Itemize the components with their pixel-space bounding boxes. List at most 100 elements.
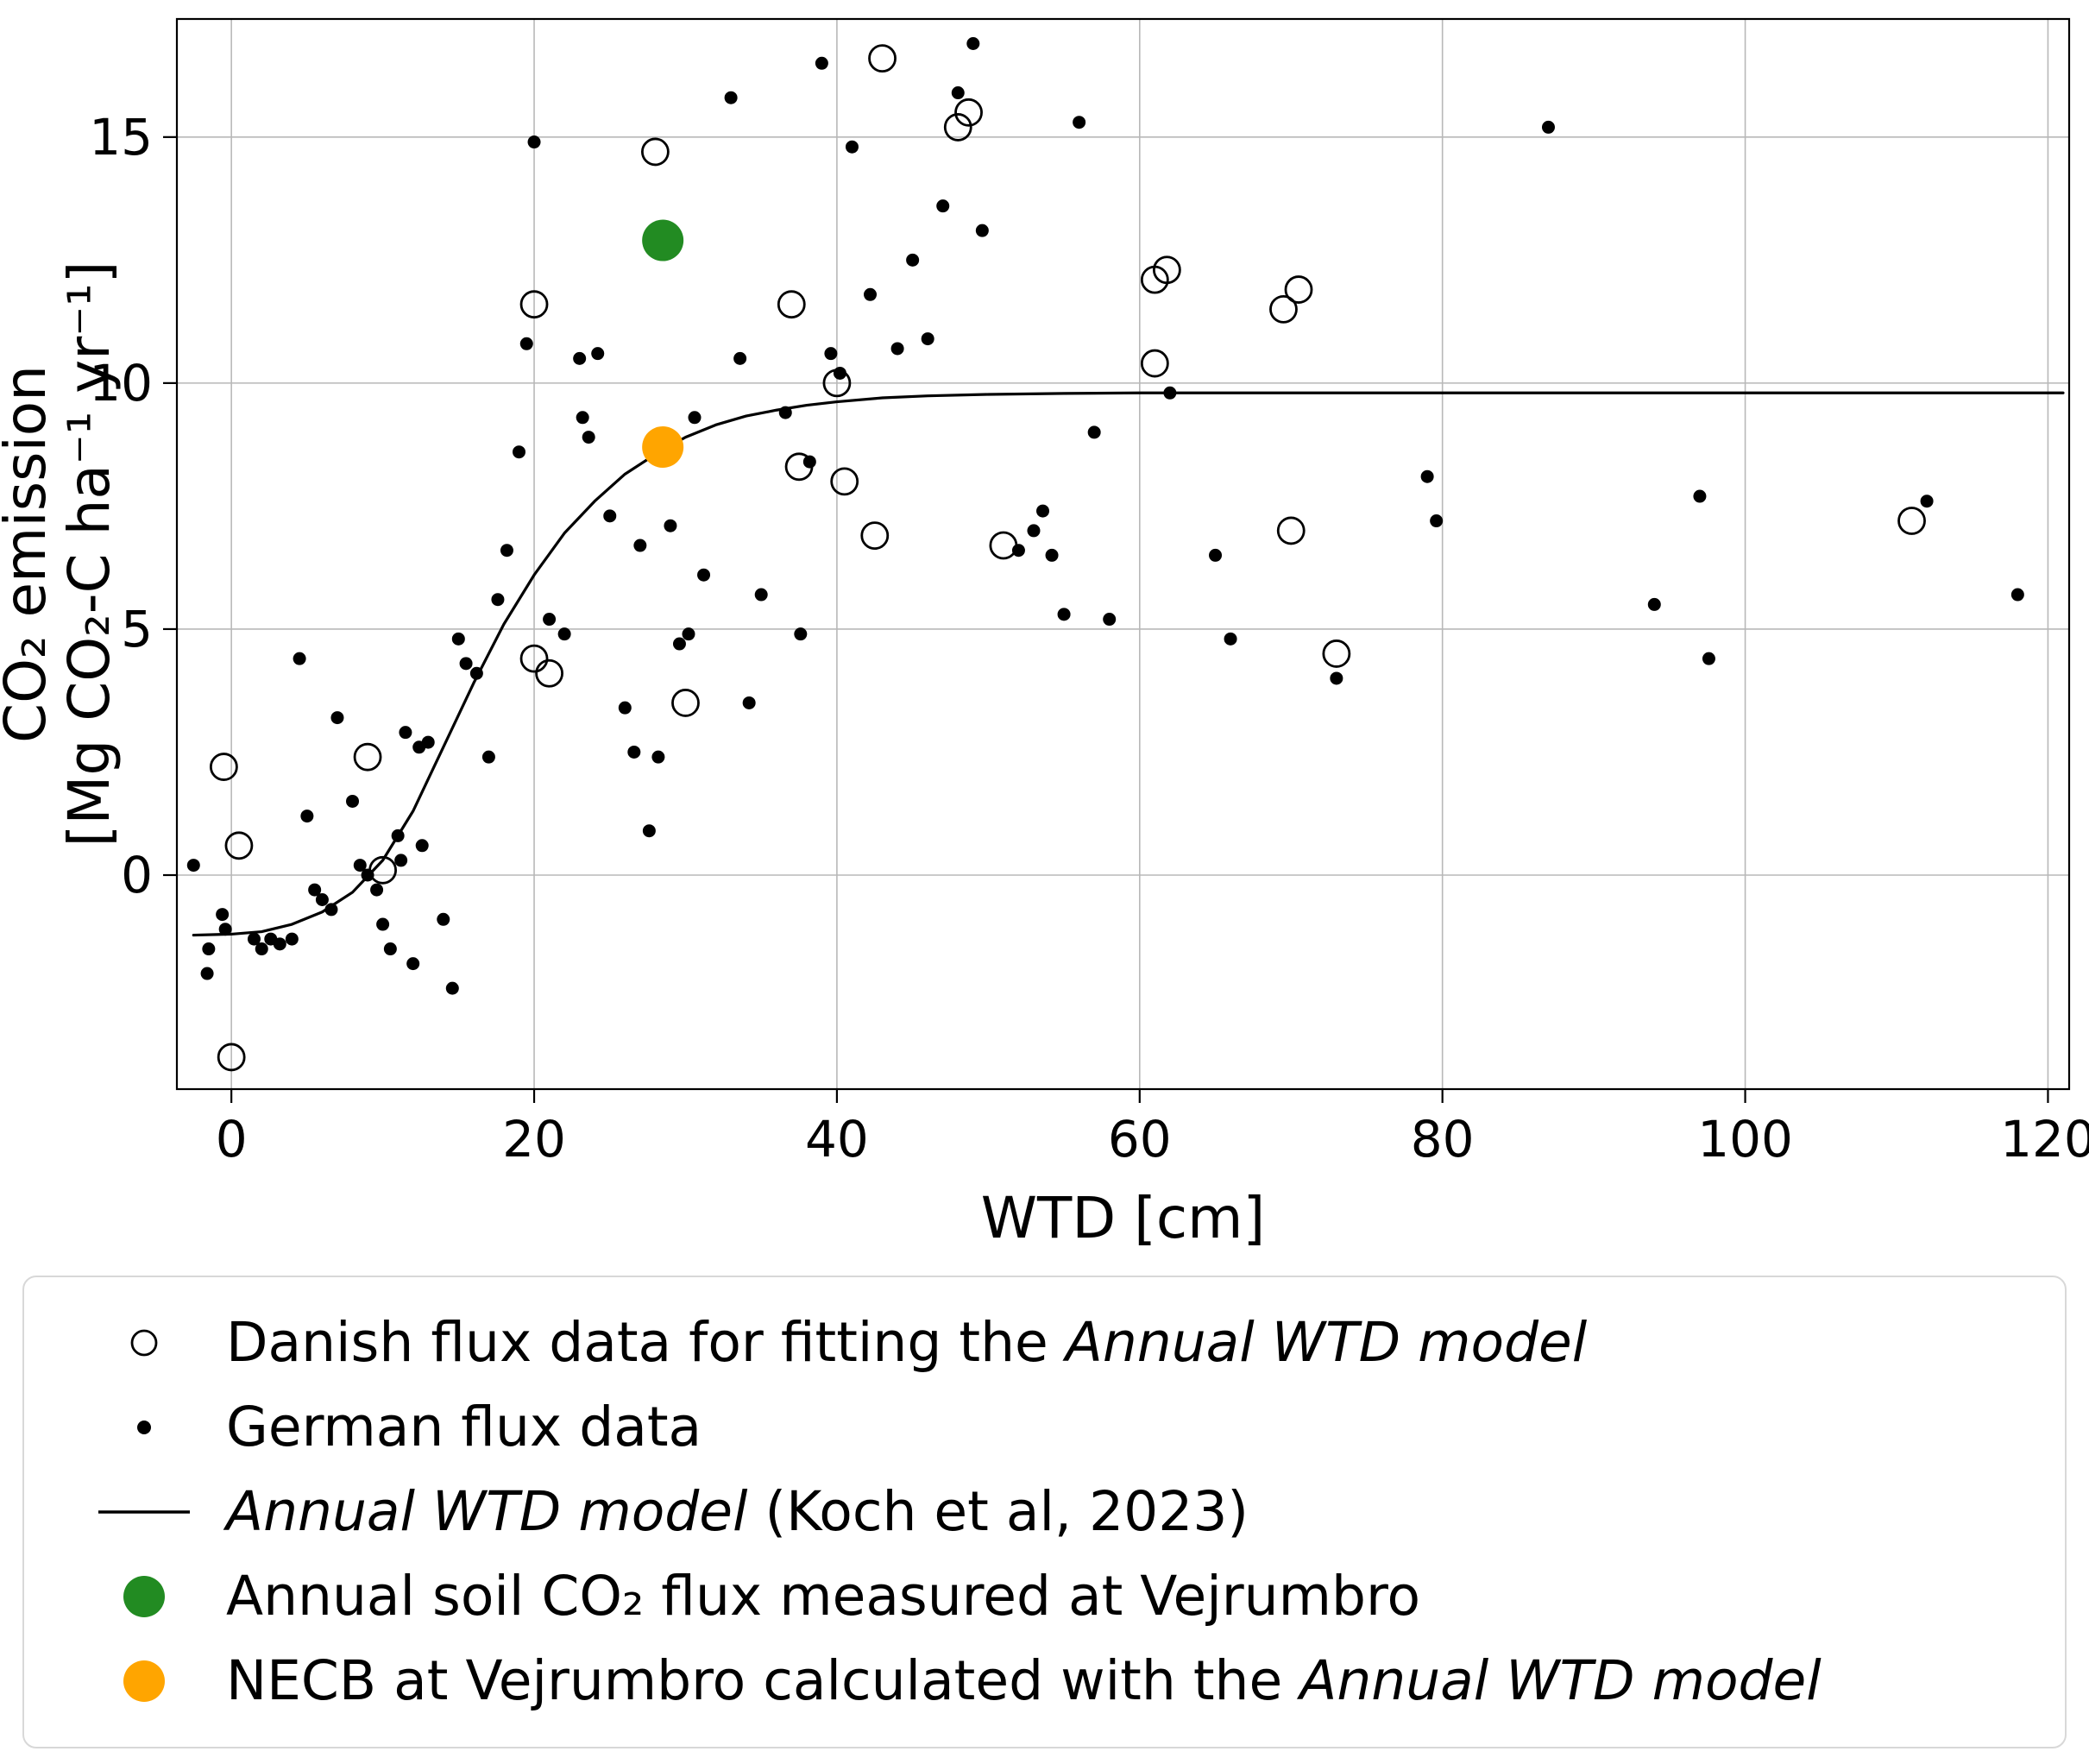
german-point [394, 854, 408, 867]
german-point [742, 696, 756, 709]
german-point [890, 342, 904, 356]
y-tick-label: 10 [89, 354, 153, 413]
legend-label-segment: (Koch et al, 2023) [747, 1480, 1249, 1544]
german-point [353, 859, 367, 873]
german-point [1011, 544, 1025, 558]
x-tick-label: 80 [1411, 1110, 1475, 1169]
danish-point [640, 137, 670, 167]
german-point [1027, 524, 1041, 538]
danish-point [777, 290, 806, 319]
legend-item: NECB at Vejrumbro calculated with the An… [62, 1640, 2027, 1723]
german-point [778, 406, 792, 419]
legend-label-segment: Annual WTD model [226, 1480, 748, 1544]
danish-point [954, 98, 983, 127]
german-point [202, 942, 216, 956]
german-point [399, 726, 412, 740]
german-point [1647, 597, 1661, 611]
german-point [975, 224, 989, 237]
german-point [672, 637, 686, 651]
x-tick-label: 100 [1697, 1110, 1793, 1169]
danish-point [1897, 507, 1926, 535]
legend-label-segment: Danish flux data for fitting the [226, 1311, 1066, 1375]
german-point [247, 932, 261, 946]
german-point [754, 588, 768, 602]
german-series [186, 37, 2024, 995]
danish-point [519, 290, 549, 319]
german-point [1103, 613, 1117, 627]
legend-marker [62, 1640, 226, 1723]
german-point [1057, 608, 1071, 621]
legend-item-label: Annual soil CO₂ flux measured at Vejrumb… [226, 1566, 1420, 1626]
german-point [966, 37, 980, 51]
dot-sample [137, 1421, 151, 1434]
model-line [192, 391, 2065, 937]
y-tick-label: 5 [121, 600, 153, 658]
german-point [682, 627, 695, 641]
legend-marker [62, 1301, 226, 1384]
german-point [415, 839, 429, 853]
german-point [1045, 548, 1059, 562]
german-point [573, 351, 587, 365]
german-point [936, 199, 950, 213]
german-point [794, 627, 808, 641]
german-point [688, 411, 702, 425]
x-tick-label: 120 [2000, 1110, 2089, 1169]
danish-point [943, 113, 972, 142]
danish-point [1152, 255, 1181, 285]
vejrumbro-necb-point [642, 426, 684, 468]
german-point [315, 893, 329, 907]
x-tick-label: 40 [805, 1110, 869, 1169]
danish-series [209, 44, 1926, 1072]
vejrumbro-flux-point [642, 219, 684, 261]
german-point [216, 908, 230, 922]
german-point [200, 967, 214, 980]
y-axis-label-line1: CO₂ emission [0, 365, 59, 743]
y-tick-label: 15 [89, 108, 153, 167]
danish-point [1276, 516, 1306, 545]
german-point [845, 140, 859, 154]
x-tick-label: 60 [1108, 1110, 1172, 1169]
legend-item: Danish flux data for fitting the Annual … [62, 1301, 2027, 1384]
german-point [330, 711, 344, 725]
legend-filled-circle-icon [123, 1576, 165, 1617]
plot-border [175, 17, 2071, 1091]
german-point [651, 750, 665, 764]
german-point [445, 981, 459, 995]
german-point [308, 883, 322, 897]
danish-point [671, 689, 700, 717]
legend-label-segment: Annual soil CO₂ flux measured at Vejrumb… [226, 1565, 1421, 1629]
legend-label-segment: Annual WTD model [1299, 1649, 1822, 1713]
german-point [255, 942, 268, 956]
danish-point [1269, 294, 1298, 324]
german-point [370, 883, 384, 897]
danish-point [353, 742, 382, 772]
german-point [437, 912, 450, 926]
danish-point [217, 1043, 246, 1072]
legend-marker [62, 1386, 226, 1469]
legend-open-circle-icon [130, 1329, 158, 1357]
german-point [1330, 671, 1343, 685]
german-point [421, 735, 435, 749]
danish-point [1322, 639, 1351, 668]
legend-item-label: Danish flux data for fitting the Annual … [226, 1313, 1587, 1372]
german-point [582, 431, 595, 444]
co2-wtd-scatter-plot: 0 20 40 60 80 100 120 0 5 10 15 WTD [cm] CO₂ emissio… [0, 17, 2089, 1251]
german-point [921, 332, 934, 346]
german-point [1693, 489, 1707, 503]
german-point [864, 287, 878, 301]
danish-point [519, 644, 549, 673]
german-point [459, 657, 473, 671]
german-point [383, 942, 397, 956]
german-point [361, 868, 374, 882]
german-point [186, 859, 200, 873]
german-point [285, 932, 299, 946]
german-point [1702, 652, 1715, 665]
legend-marker [62, 1555, 226, 1638]
german-point [500, 544, 513, 558]
legend-label-segment: German flux data [226, 1395, 702, 1459]
german-point [391, 828, 405, 842]
german-point [697, 568, 711, 582]
legend-item: Annual WTD model (Koch et al, 2023) [62, 1471, 2027, 1553]
legend-marker [62, 1471, 226, 1553]
german-point [642, 824, 656, 838]
